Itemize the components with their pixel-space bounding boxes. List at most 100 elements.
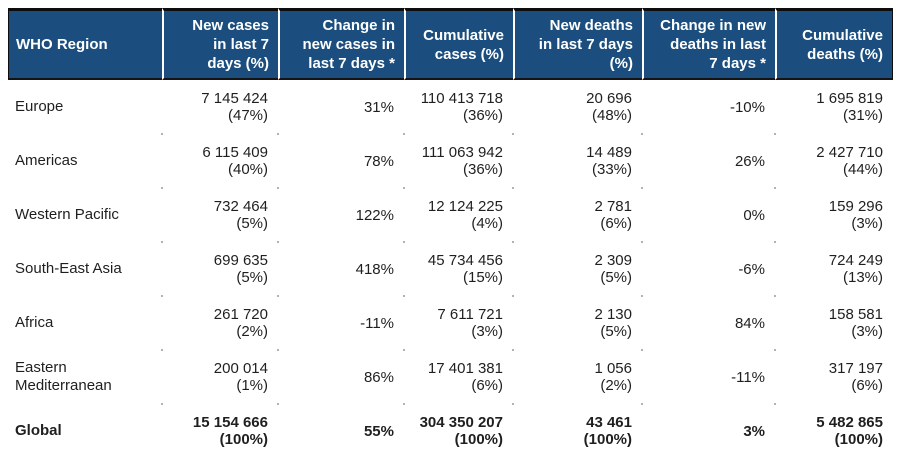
new-deaths-value: 20 696 <box>586 90 632 107</box>
cumulative-cases-cell: 45 734 456 (15%) <box>403 241 513 296</box>
col-header-cumulative-deaths: Cumulative deaths (%) <box>775 8 893 80</box>
new-cases-cell: 15 154 666 (100%) <box>161 403 278 458</box>
new-cases-value: 15 154 666 <box>192 414 268 431</box>
change-new-deaths-cell: 3% <box>641 403 775 458</box>
table-row: Europe 7 145 424 (47%) 31% 110 413 718 (… <box>8 80 893 134</box>
new-cases-value: 6 115 409 <box>202 144 268 161</box>
cumulative-cases-value: 111 063 942 <box>421 144 503 161</box>
cumulative-cases-percent: (4%) <box>471 215 503 232</box>
new-deaths-cell: 2 130 (5%) <box>512 295 642 350</box>
cumulative-cases-value: 17 401 381 <box>427 360 503 377</box>
cumulative-deaths-value: 1 695 819 <box>816 90 883 107</box>
new-deaths-percent: (6%) <box>600 215 632 232</box>
new-cases-value: 699 635 <box>213 252 268 269</box>
new-deaths-value: 14 489 <box>586 144 632 161</box>
region-name: Europe <box>15 98 64 115</box>
new-cases-value: 7 145 424 <box>201 90 268 107</box>
cumulative-deaths-value: 317 197 <box>828 360 883 377</box>
new-deaths-percent: (100%) <box>583 431 632 448</box>
change-new-cases-cell: 31% <box>363 98 394 116</box>
cumulative-deaths-percent: (3%) <box>851 323 883 340</box>
col-header-who-region: WHO Region <box>8 8 162 80</box>
new-cases-cell: 261 720 (2%) <box>161 295 278 350</box>
table-row: Western Pacific 732 464 (5%) 122% 12 124… <box>8 187 893 242</box>
cumulative-deaths-value: 724 249 <box>828 252 883 269</box>
cumulative-cases-value: 12 124 225 <box>427 198 503 215</box>
new-cases-percent: (100%) <box>219 431 268 448</box>
change-new-cases-cell: 78% <box>277 133 404 188</box>
cumulative-deaths-cell: 159 296 (3%) <box>774 187 893 242</box>
table-row: Eastern Mediterranean 200 014 (1%) 86% 1… <box>8 349 893 404</box>
change-new-deaths-cell: 0% <box>641 187 775 242</box>
col-header-new-deaths: New deaths in last 7 days (%) <box>513 8 642 80</box>
header-row: WHO Region New cases in last 7 days (%) … <box>8 8 893 80</box>
region-name: Western Pacific <box>15 206 119 223</box>
cumulative-deaths-value: 2 427 710 <box>816 144 883 161</box>
change-new-cases-cell: -11% <box>277 295 404 350</box>
cumulative-cases-percent: (6%) <box>471 377 503 394</box>
cumulative-deaths-percent: (100%) <box>834 431 883 448</box>
change-new-deaths-cell: -11% <box>641 349 775 404</box>
change-new-deaths-cell: 84% <box>641 295 775 350</box>
cumulative-cases-cell: 304 350 207 (100%) <box>403 403 513 458</box>
cumulative-cases-cell: 12 124 225 (4%) <box>403 187 513 242</box>
new-cases-cell: 6 115 409 (40%) <box>161 133 278 188</box>
new-deaths-cell: 20 696 (48%) <box>513 80 642 134</box>
who-region-table: WHO Region New cases in last 7 days (%) … <box>8 8 893 458</box>
new-deaths-percent: (48%) <box>591 107 632 124</box>
region-name: Eastern Mediterranean <box>15 359 112 394</box>
new-deaths-percent: (5%) <box>600 269 632 286</box>
new-deaths-cell: 1 056 (2%) <box>512 349 642 404</box>
cumulative-cases-value: 304 350 207 <box>419 414 503 431</box>
cumulative-cases-value: 45 734 456 <box>427 252 503 269</box>
cumulative-deaths-percent: (13%) <box>842 269 883 286</box>
new-deaths-value: 1 056 <box>594 360 632 377</box>
new-deaths-percent: (2%) <box>600 377 632 394</box>
col-header-new-cases: New cases in last 7 days (%) <box>162 8 278 80</box>
new-cases-percent: (1%) <box>236 377 268 394</box>
new-deaths-value: 2 130 <box>594 306 632 323</box>
new-cases-value: 732 464 <box>213 198 268 215</box>
table-row: Americas 6 115 409 (40%) 78% 111 063 942… <box>8 133 893 188</box>
new-cases-value: 200 014 <box>213 360 268 377</box>
table-row: South-East Asia 699 635 (5%) 418% 45 734… <box>8 241 893 296</box>
cumulative-cases-percent: (36%) <box>462 107 503 124</box>
cumulative-deaths-cell: 317 197 (6%) <box>774 349 893 404</box>
cumulative-cases-percent: (3%) <box>471 323 503 340</box>
new-deaths-percent: (5%) <box>600 323 632 340</box>
cumulative-cases-percent: (15%) <box>462 269 503 286</box>
new-cases-percent: (47%) <box>227 107 268 124</box>
cumulative-deaths-percent: (31%) <box>842 107 883 124</box>
cumulative-deaths-percent: (3%) <box>851 215 883 232</box>
cumulative-deaths-cell: 5 482 865 (100%) <box>774 403 893 458</box>
cumulative-deaths-value: 158 581 <box>828 306 883 323</box>
cumulative-deaths-value: 159 296 <box>828 198 883 215</box>
cumulative-cases-value: 7 611 721 <box>437 306 503 323</box>
change-new-deaths-cell: -6% <box>641 241 775 296</box>
new-deaths-cell: 14 489 (33%) <box>512 133 642 188</box>
change-new-cases-cell: 418% <box>277 241 404 296</box>
col-header-change-new-cases: Change in new cases in last 7 days * <box>278 8 404 80</box>
col-header-cumulative-cases: Cumulative cases (%) <box>404 8 513 80</box>
new-deaths-cell: 43 461 (100%) <box>512 403 642 458</box>
who-epi-table-page: WHO Region New cases in last 7 days (%) … <box>0 8 900 470</box>
new-cases-percent: (40%) <box>227 161 268 178</box>
new-deaths-cell: 2 309 (5%) <box>512 241 642 296</box>
table-row: Global 15 154 666 (100%) 55% 304 350 207… <box>8 403 893 458</box>
cumulative-cases-percent: (100%) <box>454 431 503 448</box>
change-new-cases-cell: 122% <box>277 187 404 242</box>
cumulative-deaths-value: 5 482 865 <box>816 414 883 431</box>
change-new-deaths-cell: -10% <box>729 98 765 116</box>
new-deaths-cell: 2 781 (6%) <box>512 187 642 242</box>
new-deaths-value: 2 309 <box>594 252 632 269</box>
new-cases-percent: (5%) <box>236 269 268 286</box>
cumulative-deaths-percent: (6%) <box>851 377 883 394</box>
region-name: Global <box>15 422 62 439</box>
change-new-cases-cell: 86% <box>277 349 404 404</box>
change-new-cases-cell: 55% <box>277 403 404 458</box>
cumulative-cases-cell: 17 401 381 (6%) <box>403 349 513 404</box>
cumulative-cases-cell: 110 413 718 (36%) <box>404 80 513 134</box>
cumulative-deaths-cell: 724 249 (13%) <box>774 241 893 296</box>
new-cases-percent: (2%) <box>236 323 268 340</box>
new-cases-percent: (5%) <box>236 215 268 232</box>
